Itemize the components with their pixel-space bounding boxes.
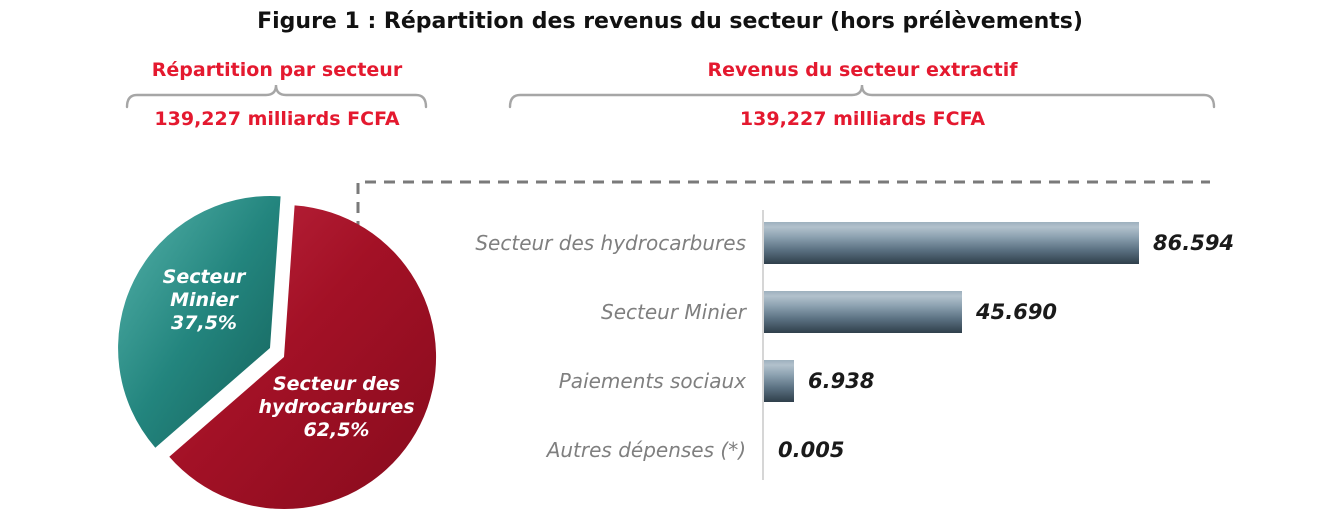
bar-hydrocarbures	[764, 222, 1139, 264]
bar-chart-axis-line	[762, 210, 764, 480]
left-panel-amount: 139,227 milliards FCFA	[154, 108, 400, 130]
bar-row-paiements-sociaux: Paiements sociaux 6.938	[0, 360, 874, 402]
bar-category-label: Paiements sociaux	[558, 369, 746, 393]
bar-category-label: Autres dépenses (*)	[546, 438, 746, 462]
left-panel-heading: Répartition par secteur	[151, 59, 403, 81]
pie-chart	[118, 196, 437, 510]
right-panel-heading: Revenus du secteur extractif	[707, 59, 1018, 81]
bar-category-label: Secteur des hydrocarbures	[475, 231, 746, 255]
pie-slice-hydrocarbures	[169, 205, 437, 510]
pie-label-hydro-pct: 62,5%	[303, 419, 370, 441]
pie-label-minier-line2: Minier	[170, 289, 238, 311]
pie-label-hydro-line1: Secteur des	[272, 373, 401, 395]
right-panel-amount: 139,227 milliards FCFA	[739, 108, 986, 130]
bar-value-label: 45.690	[976, 300, 1058, 324]
bar-value-label: 0.005	[778, 438, 845, 462]
bar-row-hydrocarbures: Secteur des hydrocarbures 86.594	[0, 222, 1234, 264]
bar-row-minier: Secteur Minier 45.690	[0, 291, 1057, 333]
left-brace	[125, 84, 428, 109]
bar-row-autres-depenses: Autres dépenses (*) 0.005	[0, 429, 845, 471]
bar-minier	[764, 291, 962, 333]
bar-value-label: 86.594	[1153, 231, 1235, 255]
bar-paiements-sociaux	[764, 360, 794, 402]
pie-label-minier-line1: Secteur	[162, 266, 246, 288]
pie-label-minier-pct: 37,5%	[171, 312, 237, 334]
bar-category-label: Secteur Minier	[601, 300, 746, 324]
right-brace	[508, 84, 1216, 109]
pie-label-hydro-line2: hydrocarbures	[258, 396, 415, 418]
pie-slice-minier	[118, 196, 281, 448]
figure-title: Figure 1 : Répartition des revenus du se…	[257, 9, 1083, 34]
pie-label-minier: Secteur Minier 37,5%	[124, 266, 284, 335]
pie-label-hydrocarbures: Secteur des hydrocarbures 62,5%	[249, 373, 424, 442]
bar-value-label: 6.938	[808, 369, 875, 393]
